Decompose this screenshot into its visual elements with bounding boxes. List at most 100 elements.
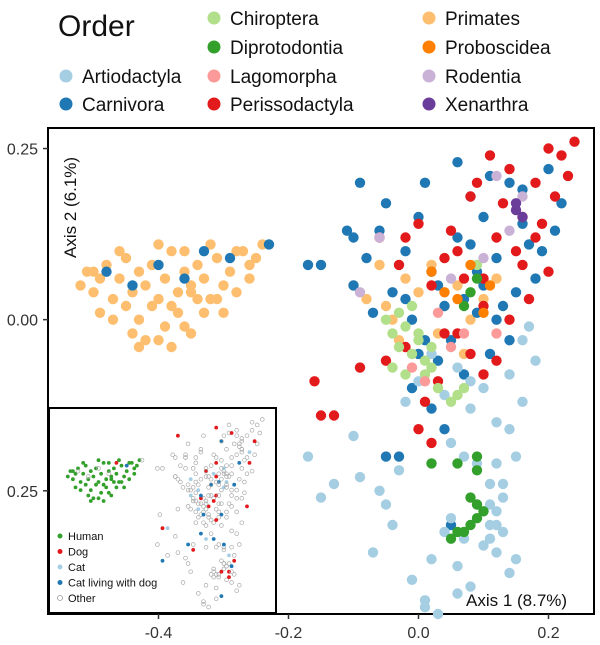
scatter-point xyxy=(432,307,444,318)
inset-point xyxy=(208,531,214,536)
inset-point xyxy=(124,463,129,468)
scatter-point xyxy=(393,307,405,318)
inset-point xyxy=(203,474,209,479)
inset-point xyxy=(234,428,239,433)
legend-label: Carnivora xyxy=(82,95,165,116)
legend-label: Lagomorpha xyxy=(230,67,337,88)
inset-point xyxy=(176,433,180,438)
inset-point xyxy=(204,537,208,541)
inset-point xyxy=(160,466,165,471)
inset-point xyxy=(224,509,229,515)
scatter-point xyxy=(400,246,411,257)
scatter-point xyxy=(491,273,502,284)
scatter-point xyxy=(231,287,242,298)
scatter-point xyxy=(94,273,106,284)
scatter-point xyxy=(510,287,522,298)
inset-point xyxy=(183,555,188,561)
scatter-point xyxy=(510,246,522,257)
inset-point xyxy=(185,504,191,509)
scatter-point xyxy=(491,417,502,428)
inset-point xyxy=(193,520,199,525)
scatter-point xyxy=(406,348,418,360)
scatter-point xyxy=(127,328,138,339)
inset-point xyxy=(198,449,204,455)
inset-point xyxy=(88,499,93,503)
scatter-point xyxy=(491,355,502,366)
scatter-point xyxy=(439,389,450,401)
inset-point xyxy=(216,482,222,487)
inset-point xyxy=(226,501,232,506)
inset-point xyxy=(239,449,245,455)
scatter-point xyxy=(504,335,515,346)
scatter-point xyxy=(179,321,190,332)
scatter-point xyxy=(179,246,190,257)
scatter-point xyxy=(413,328,424,339)
scatter-point xyxy=(263,239,275,250)
inset-point xyxy=(219,569,224,574)
inset-point xyxy=(229,471,234,477)
inset-point xyxy=(175,550,181,555)
inset-point xyxy=(224,463,229,468)
scatter-point xyxy=(361,293,372,305)
scatter-point xyxy=(426,266,437,277)
scatter-point xyxy=(153,335,164,346)
inset-point xyxy=(106,490,111,495)
inset-point xyxy=(78,488,83,492)
inset-point xyxy=(201,504,206,509)
inset-point xyxy=(208,463,214,468)
inset-point xyxy=(206,515,211,520)
scatter-point xyxy=(172,287,184,298)
inset-point xyxy=(211,569,216,574)
scatter-point xyxy=(530,177,541,188)
scatter-point xyxy=(445,225,457,236)
scatter-point xyxy=(374,232,385,243)
scatter-point xyxy=(88,287,99,298)
scatter-point xyxy=(465,519,476,531)
inset-point xyxy=(109,474,114,479)
inset-point xyxy=(119,480,124,484)
y-axis-label: Axis 2 (6.1%) xyxy=(61,157,80,258)
inset-point xyxy=(227,553,231,558)
inset-point xyxy=(232,558,237,563)
inset-point xyxy=(211,471,216,476)
inset-point xyxy=(201,602,206,607)
legend-label: Diprotodontia xyxy=(230,38,343,59)
scatter-point xyxy=(439,424,450,435)
inset-point xyxy=(173,534,178,539)
inset-point xyxy=(193,471,199,477)
scatter-point xyxy=(445,513,457,524)
scatter-point xyxy=(504,314,515,325)
inset-point xyxy=(81,471,86,476)
scatter-point xyxy=(426,554,437,565)
inset-point xyxy=(112,466,116,471)
inset-point xyxy=(224,447,229,452)
inset-point xyxy=(160,526,165,531)
scatter-point xyxy=(380,499,392,510)
scatter-point xyxy=(192,293,203,305)
scatter-point xyxy=(354,362,366,373)
inset-point xyxy=(221,547,227,553)
scatter-point xyxy=(419,376,431,387)
scatter-point xyxy=(504,225,515,236)
inset-point xyxy=(206,604,211,610)
scatter-point xyxy=(393,259,405,271)
scatter-point xyxy=(517,211,528,223)
scatter-point xyxy=(471,465,483,476)
inset-point xyxy=(99,490,103,495)
scatter-point xyxy=(361,252,372,264)
inset-point xyxy=(183,455,188,460)
inset-point xyxy=(96,480,101,484)
scatter-point xyxy=(439,526,450,538)
inset-point xyxy=(206,504,211,509)
y-tick-label: 0.25 xyxy=(7,484,38,501)
inset-point xyxy=(213,455,219,460)
scatter-point xyxy=(445,273,457,284)
inset-point xyxy=(219,501,224,506)
scatter-point xyxy=(198,246,210,257)
scatter-point xyxy=(484,280,496,291)
inset-point xyxy=(196,488,201,492)
inset-point xyxy=(206,493,211,498)
scatter-point xyxy=(478,211,489,223)
inset-point xyxy=(208,517,214,523)
inset-point xyxy=(216,515,222,520)
